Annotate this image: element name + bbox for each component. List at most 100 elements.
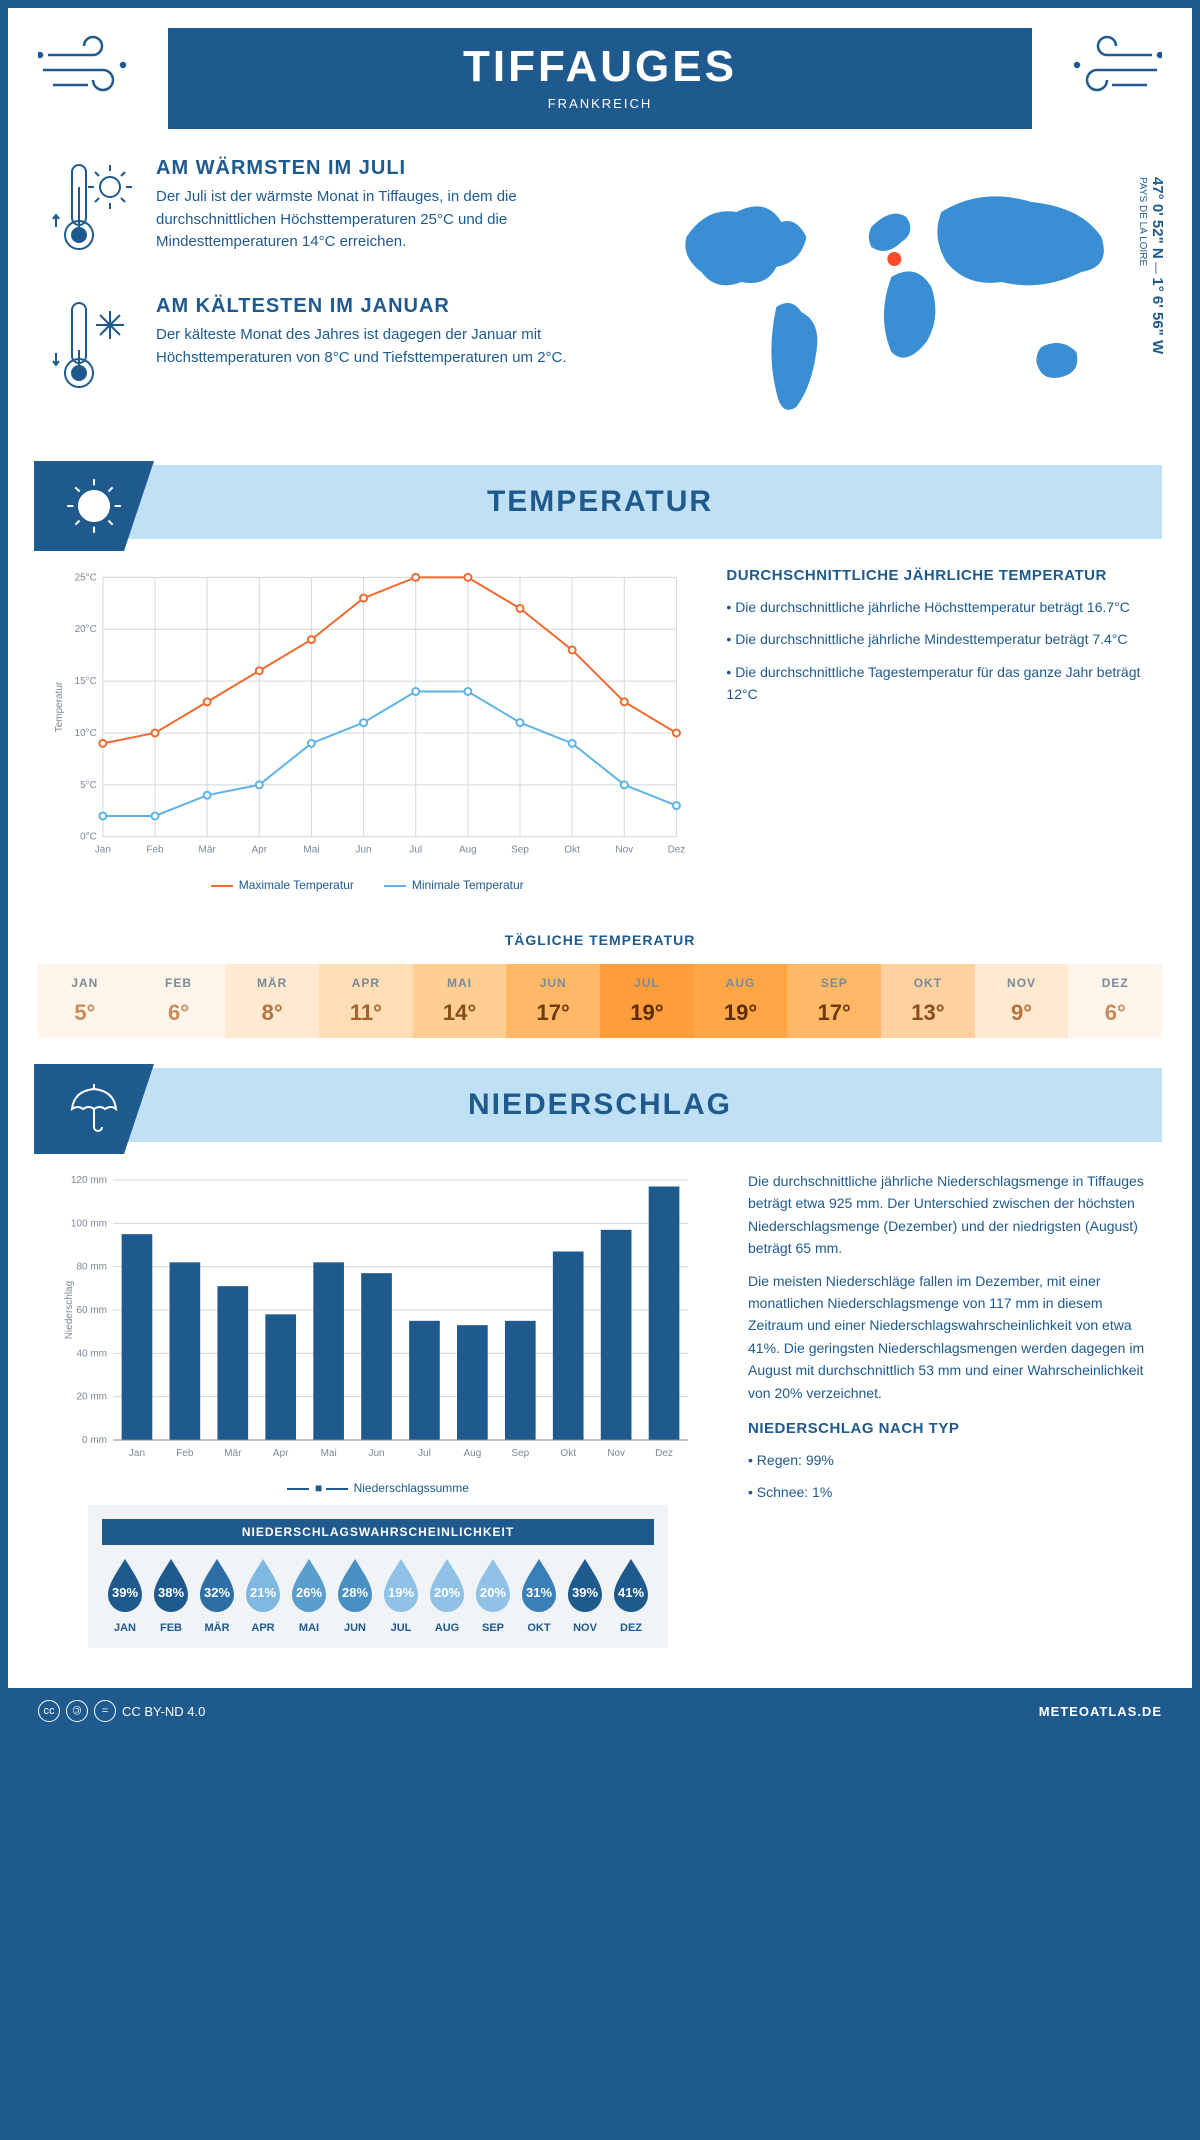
daily-temp-cell: JUL19°: [600, 964, 694, 1038]
svg-text:15°C: 15°C: [75, 676, 97, 687]
svg-text:Nov: Nov: [615, 845, 633, 856]
svg-text:41%: 41%: [618, 1585, 644, 1600]
rain-drop: 41%DEZ: [608, 1555, 654, 1634]
svg-text:Dez: Dez: [668, 845, 686, 856]
svg-text:0 mm: 0 mm: [82, 1435, 107, 1446]
type-point: • Schnee: 1%: [748, 1481, 1152, 1503]
coordinates: 47° 0' 52" N — 1° 6' 56" W PAYS DE LA LO…: [1135, 177, 1166, 354]
side-point: • Die durchschnittliche Tagestemperatur …: [726, 661, 1152, 706]
rain-drop: 38%FEB: [148, 1555, 194, 1634]
temperature-line-chart: 0°C5°C10°C15°C20°C25°CJanFebMärAprMaiJun…: [48, 567, 686, 892]
svg-text:120 mm: 120 mm: [71, 1175, 107, 1186]
svg-text:39%: 39%: [112, 1585, 138, 1600]
precipitation-section-header: NIEDERSCHLAG: [38, 1068, 1162, 1142]
rain-drop: 21%APR: [240, 1555, 286, 1634]
svg-text:Jun: Jun: [356, 845, 372, 856]
footer: cc🄯= CC BY-ND 4.0 METEOATLAS.DE: [8, 1688, 1192, 1734]
svg-text:80 mm: 80 mm: [76, 1262, 107, 1273]
svg-text:60 mm: 60 mm: [76, 1305, 107, 1316]
daily-temp-cell: MÄR8°: [225, 964, 319, 1038]
precipitation-bar-chart: 0 mm20 mm40 mm60 mm80 mm100 mm120 mmJanF…: [48, 1170, 708, 1495]
top-info-row: AM WÄRMSTEN IM JULI Der Juli ist der wär…: [8, 129, 1192, 457]
city-name: TIFFAUGES: [208, 42, 992, 92]
svg-text:20%: 20%: [434, 1585, 460, 1600]
license: cc🄯= CC BY-ND 4.0: [38, 1700, 205, 1722]
svg-text:Jun: Jun: [368, 1448, 384, 1459]
svg-text:10°C: 10°C: [75, 728, 97, 739]
svg-text:Jan: Jan: [129, 1448, 145, 1459]
rain-drop: 31%OKT: [516, 1555, 562, 1634]
svg-text:Okt: Okt: [560, 1448, 576, 1459]
svg-text:Aug: Aug: [459, 845, 477, 856]
svg-text:Jul: Jul: [418, 1448, 431, 1459]
daily-temp-cell: JAN5°: [38, 964, 132, 1038]
svg-text:Feb: Feb: [176, 1448, 194, 1459]
svg-text:Mär: Mär: [224, 1448, 242, 1459]
daily-temp-title: TÄGLICHE TEMPERATUR: [8, 932, 1192, 948]
wind-icon: [1062, 30, 1162, 113]
chart-legend: Maximale Temperatur Minimale Temperatur: [48, 878, 686, 892]
daily-temp-cell: JUN17°: [506, 964, 600, 1038]
section-title: TEMPERATUR: [58, 485, 1142, 519]
svg-text:Mär: Mär: [199, 845, 217, 856]
coldest-text: Der kälteste Monat des Jahres ist dagege…: [156, 324, 601, 369]
side-point: • Die durchschnittliche jährliche Mindes…: [726, 628, 1152, 650]
svg-text:Sep: Sep: [511, 845, 529, 856]
svg-text:38%: 38%: [158, 1585, 184, 1600]
coldest-title: AM KÄLTESTEN IM JANUAR: [156, 295, 601, 318]
svg-text:25°C: 25°C: [75, 572, 97, 583]
svg-text:40 mm: 40 mm: [76, 1348, 107, 1359]
svg-text:5°C: 5°C: [80, 780, 97, 791]
daily-temp-cell: DEZ6°: [1068, 964, 1162, 1038]
svg-text:Niederschlag: Niederschlag: [64, 1281, 75, 1339]
prcp-type-title: NIEDERSCHLAG NACH TYP: [748, 1420, 1152, 1437]
svg-text:20%: 20%: [480, 1585, 506, 1600]
warmest-text: Der Juli ist der wärmste Monat in Tiffau…: [156, 186, 601, 254]
thermometer-hot-icon: [48, 157, 138, 271]
rain-drop: 39%JAN: [102, 1555, 148, 1634]
svg-text:Mai: Mai: [321, 1448, 337, 1459]
warmest-fact: AM WÄRMSTEN IM JULI Der Juli ist der wär…: [48, 157, 601, 271]
svg-text:19%: 19%: [388, 1585, 414, 1600]
daily-temp-cell: AUG19°: [694, 964, 788, 1038]
side-title: DURCHSCHNITTLICHE JÄHRLICHE TEMPERATUR: [726, 567, 1152, 584]
rain-drop: 26%MAI: [286, 1555, 332, 1634]
svg-text:0°C: 0°C: [80, 832, 97, 843]
svg-text:32%: 32%: [204, 1585, 230, 1600]
daily-temp-cell: FEB6°: [132, 964, 226, 1038]
svg-text:Apr: Apr: [273, 1448, 289, 1459]
svg-text:Mai: Mai: [303, 845, 319, 856]
prcp-paragraph: Die meisten Niederschläge fallen im Deze…: [748, 1270, 1152, 1404]
svg-text:Apr: Apr: [252, 845, 268, 856]
rain-drop: 39%NOV: [562, 1555, 608, 1634]
svg-text:Sep: Sep: [511, 1448, 529, 1459]
svg-text:Temperatur: Temperatur: [54, 681, 65, 732]
rain-drop: 32%MÄR: [194, 1555, 240, 1634]
prob-title: NIEDERSCHLAGSWAHRSCHEINLICHKEIT: [102, 1519, 654, 1545]
world-map: 47° 0' 52" N — 1° 6' 56" W PAYS DE LA LO…: [641, 157, 1152, 437]
rain-drop: 20%SEP: [470, 1555, 516, 1634]
temperature-chart-row: 0°C5°C10°C15°C20°C25°CJanFebMärAprMaiJun…: [8, 547, 1192, 912]
site-name: METEOATLAS.DE: [1039, 1704, 1162, 1719]
daily-temp-cell: NOV9°: [975, 964, 1069, 1038]
country-name: FRANKREICH: [208, 96, 992, 111]
sun-icon: [34, 461, 154, 551]
svg-text:20°C: 20°C: [75, 624, 97, 635]
svg-text:Okt: Okt: [564, 845, 580, 856]
side-point: • Die durchschnittliche jährliche Höchst…: [726, 596, 1152, 618]
infographic-page: TIFFAUGES FRANKREICH AM WÄRMSTEN IM JULI…: [8, 8, 1192, 1734]
svg-text:Jan: Jan: [95, 845, 111, 856]
daily-temp-cell: OKT13°: [881, 964, 975, 1038]
rain-drop: 19%JUL: [378, 1555, 424, 1634]
daily-temp-row: JAN5°FEB6°MÄR8°APR11°MAI14°JUN17°JUL19°A…: [38, 964, 1162, 1038]
daily-temp-cell: SEP17°: [787, 964, 881, 1038]
wind-icon: [38, 30, 138, 113]
umbrella-icon: [34, 1064, 154, 1154]
svg-text:20 mm: 20 mm: [76, 1392, 107, 1403]
svg-text:26%: 26%: [296, 1585, 322, 1600]
thermometer-cold-icon: [48, 295, 138, 409]
section-title: NIEDERSCHLAG: [58, 1088, 1142, 1122]
svg-text:Aug: Aug: [463, 1448, 481, 1459]
svg-text:Jul: Jul: [409, 845, 422, 856]
coldest-fact: AM KÄLTESTEN IM JANUAR Der kälteste Mona…: [48, 295, 601, 409]
